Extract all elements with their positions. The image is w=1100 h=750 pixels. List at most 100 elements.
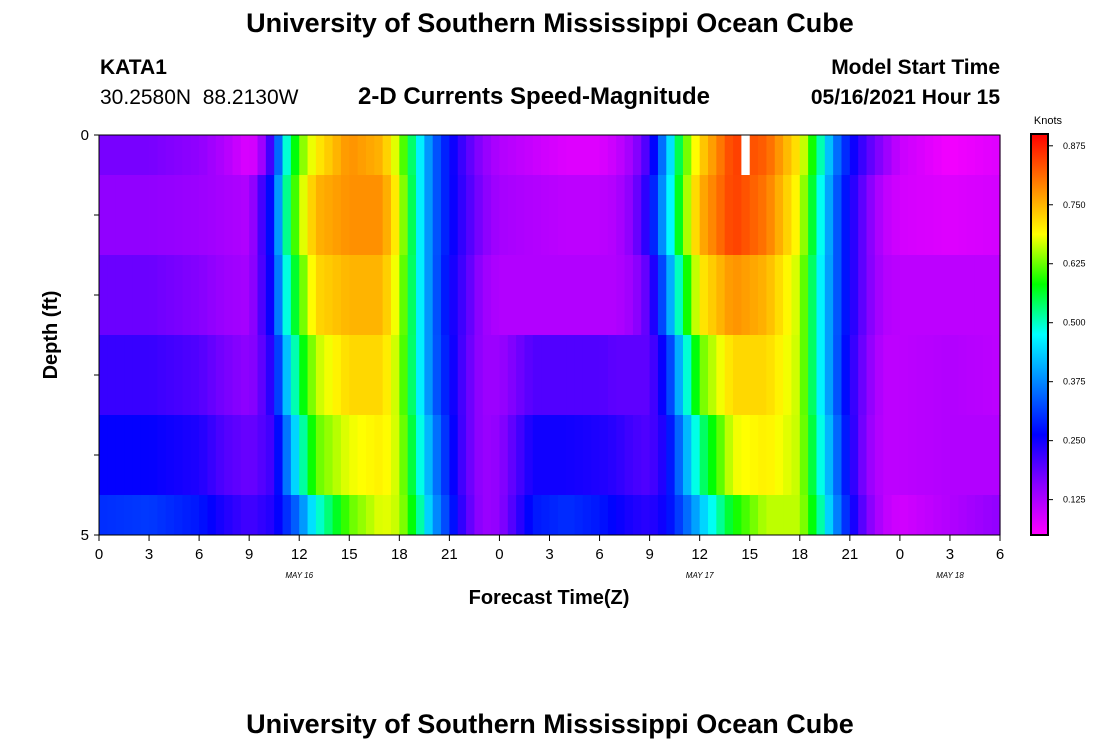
heatmap-cell bbox=[299, 415, 309, 496]
heatmap-cell bbox=[140, 335, 150, 416]
heatmap-cell bbox=[382, 135, 392, 176]
heatmap-cell bbox=[124, 415, 133, 496]
heatmap-cell bbox=[257, 175, 267, 256]
heatmap-cell bbox=[949, 335, 959, 416]
heatmap-cell bbox=[724, 495, 734, 536]
heatmap-cell bbox=[382, 415, 392, 496]
heatmap-cell bbox=[524, 135, 534, 176]
heatmap-cell bbox=[574, 415, 584, 496]
heatmap-cell bbox=[716, 415, 726, 496]
heatmap-cell bbox=[507, 175, 517, 256]
heatmap-cell bbox=[357, 415, 367, 496]
heatmap-cell bbox=[841, 175, 851, 256]
colorbar-tick-label: 0.125 bbox=[1063, 495, 1086, 505]
heatmap-cell bbox=[941, 135, 951, 176]
heatmap-cell bbox=[616, 495, 626, 536]
heatmap-cell bbox=[574, 175, 584, 256]
heatmap-cell bbox=[891, 135, 901, 176]
heatmap-cell bbox=[140, 175, 150, 256]
heatmap-cell bbox=[799, 175, 809, 256]
heatmap-cell bbox=[107, 175, 117, 256]
heatmap-chart: 0 3 6 9 12 15 18 21 0 3 6 9 12 15 18 21 0 3 6 MAY 16 MAY 17… bbox=[40, 115, 1086, 609]
heatmap-cell bbox=[157, 335, 167, 416]
heatmap-cell bbox=[674, 175, 684, 256]
heatmap-cell bbox=[574, 255, 584, 336]
heatmap-cell bbox=[365, 135, 375, 176]
heatmap-cell bbox=[549, 335, 559, 416]
heatmap-cell bbox=[215, 495, 225, 536]
x-tick-label: 21 bbox=[441, 546, 458, 563]
heatmap-cell bbox=[474, 135, 484, 176]
heatmap-cell bbox=[616, 335, 626, 416]
heatmap-cell bbox=[182, 495, 192, 536]
heatmap-cell bbox=[274, 495, 284, 536]
heatmap-cell bbox=[724, 415, 734, 496]
heatmap-cell bbox=[758, 495, 767, 536]
heatmap-cell bbox=[649, 255, 659, 336]
heatmap-cell bbox=[758, 335, 767, 416]
heatmap-cell bbox=[399, 335, 409, 416]
heatmap-cell bbox=[949, 175, 959, 256]
heatmap-cell bbox=[240, 255, 250, 336]
heatmap-cell bbox=[107, 135, 117, 176]
heatmap-cell bbox=[115, 135, 125, 176]
x-tick-label: 18 bbox=[791, 546, 808, 563]
heatmap-cell bbox=[257, 495, 267, 536]
heatmap-cell bbox=[674, 255, 684, 336]
heatmap-cell bbox=[991, 335, 1001, 416]
heatmap-cell bbox=[541, 255, 551, 336]
heatmap-cell bbox=[416, 415, 425, 496]
heatmap-cell bbox=[708, 415, 717, 496]
heatmap-cell bbox=[682, 135, 692, 176]
heatmap-cell bbox=[349, 335, 359, 416]
heatmap-cell bbox=[808, 175, 818, 256]
heatmap-cell bbox=[783, 495, 793, 536]
heatmap-cell bbox=[307, 335, 317, 416]
heatmap-cell bbox=[916, 255, 926, 336]
x-tick-label: 9 bbox=[245, 546, 253, 563]
heatmap-cell bbox=[733, 135, 742, 176]
heatmap-cell bbox=[699, 175, 709, 256]
heatmap-cell bbox=[449, 255, 459, 336]
heatmap-cell bbox=[124, 255, 133, 336]
heatmap-cell bbox=[624, 495, 634, 536]
heatmap-cell bbox=[791, 335, 801, 416]
heatmap-cell bbox=[791, 495, 801, 536]
heatmap-cell bbox=[432, 415, 442, 496]
heatmap-cell bbox=[607, 415, 617, 496]
heatmap-cell bbox=[874, 415, 884, 496]
heatmap-cell bbox=[966, 255, 976, 336]
heatmap-cell bbox=[983, 495, 993, 536]
heatmap-cell bbox=[199, 415, 209, 496]
heatmap-cell bbox=[340, 255, 350, 336]
heatmap-cell bbox=[916, 135, 926, 176]
heatmap-cell bbox=[265, 415, 275, 496]
heatmap-cell bbox=[883, 175, 893, 256]
heatmap-cell bbox=[315, 415, 325, 496]
heatmap-cell bbox=[974, 175, 984, 256]
heatmap-cell bbox=[315, 495, 325, 536]
heatmap-cell bbox=[357, 495, 367, 536]
heatmap-cell bbox=[574, 495, 584, 536]
heatmap-cell bbox=[107, 335, 117, 416]
heatmap-cell bbox=[724, 335, 734, 416]
heatmap-cell bbox=[649, 495, 659, 536]
heatmap-cell bbox=[449, 335, 459, 416]
heatmap-cell bbox=[165, 415, 175, 496]
heatmap-cell bbox=[724, 255, 734, 336]
heatmap-cell bbox=[799, 255, 809, 336]
heatmap-cell bbox=[416, 495, 425, 536]
heatmap-cell bbox=[165, 175, 175, 256]
heatmap-cell bbox=[682, 495, 692, 536]
heatmap-cell bbox=[632, 135, 642, 176]
heatmap-cell bbox=[866, 255, 876, 336]
heatmap-cell bbox=[591, 335, 601, 416]
heatmap-cell bbox=[207, 255, 217, 336]
heatmap-cell bbox=[566, 135, 576, 176]
heatmap-cell bbox=[557, 415, 567, 496]
colorbar-tick-label: 0.375 bbox=[1063, 377, 1086, 387]
heatmap-cell bbox=[190, 255, 200, 336]
heatmap-cell bbox=[983, 175, 993, 256]
heatmap-cell bbox=[441, 335, 450, 416]
heatmap-cell bbox=[449, 175, 459, 256]
